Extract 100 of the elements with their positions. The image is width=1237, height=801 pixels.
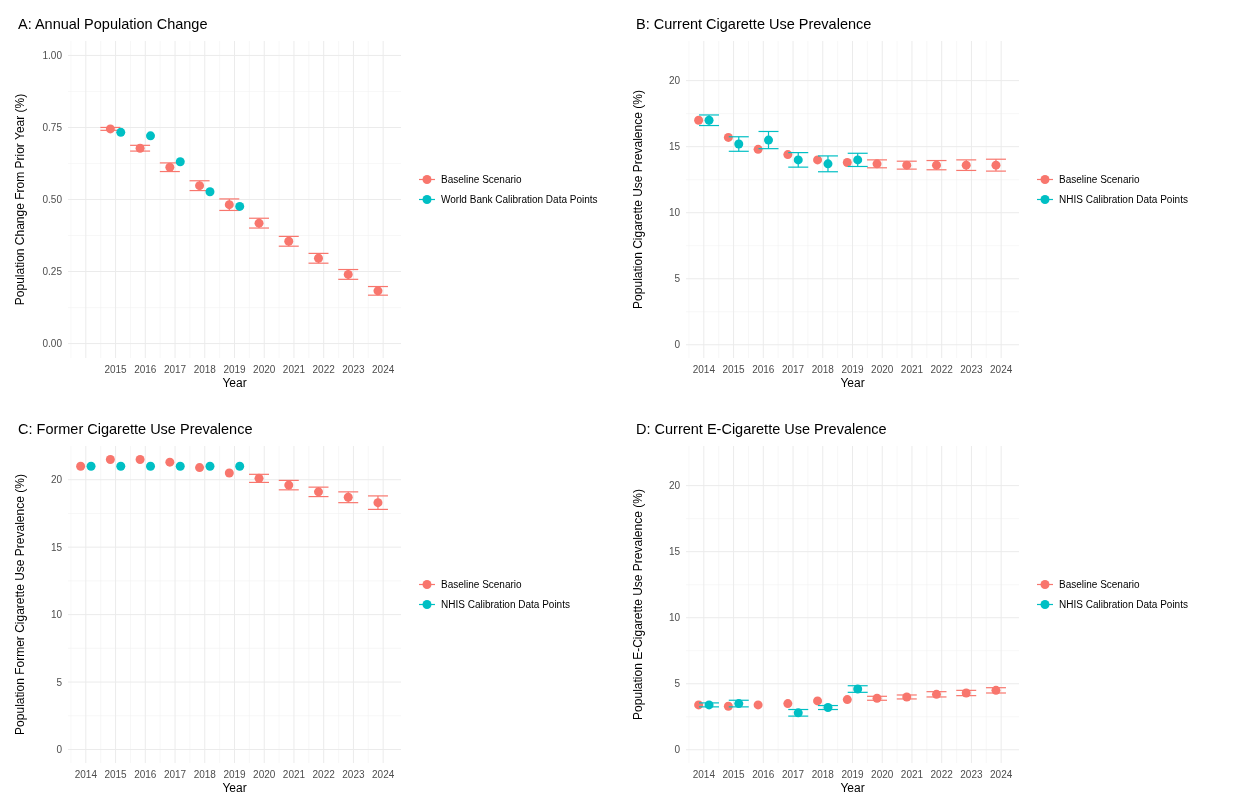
y-tick-label: 0.25	[42, 266, 63, 278]
point	[753, 700, 763, 710]
point	[224, 468, 234, 478]
y-tick-label: 5	[56, 676, 63, 688]
x-tick-label: 2020	[871, 364, 894, 375]
legend-label: Baseline Scenario	[441, 174, 523, 185]
y-tick-label: 1.00	[42, 49, 63, 61]
point	[842, 695, 852, 705]
x-tick-label: 2019	[223, 364, 247, 375]
point	[105, 454, 115, 464]
y-tick-label: 0.50	[42, 194, 63, 205]
x-tick-label: 2022	[312, 769, 336, 780]
x-tick-label: 2014	[74, 769, 98, 780]
y-tick-label: 15	[668, 141, 681, 153]
x-tick-label: 2023	[960, 364, 983, 375]
point	[284, 480, 294, 490]
x-tick-label: 2023	[342, 769, 365, 780]
point	[902, 160, 912, 170]
point	[76, 461, 86, 471]
point	[224, 200, 234, 210]
x-tick-label: 2015	[104, 364, 128, 375]
x-tick-label: 2017	[781, 769, 805, 780]
point	[931, 160, 941, 170]
x-tick-label: 2018	[193, 769, 217, 780]
x-tick-label: 2015	[104, 769, 128, 780]
x-axis-title: Year	[840, 781, 865, 795]
x-tick-label: 2015	[722, 769, 746, 780]
x-tick-label: 2023	[960, 769, 983, 780]
x-axis-title: Year	[840, 376, 865, 390]
point	[783, 699, 793, 709]
x-tick-label: 2017	[163, 769, 187, 780]
point	[991, 160, 1001, 170]
x-tick-label: 2024	[990, 364, 1013, 375]
y-tick-label: 0	[674, 339, 681, 351]
chart-title: A: Annual Population Change	[18, 16, 208, 32]
x-tick-label: 2019	[223, 769, 247, 780]
point	[373, 498, 383, 508]
point	[813, 696, 823, 706]
point	[931, 689, 941, 699]
x-tick-label: 2021	[900, 364, 924, 375]
point	[254, 473, 264, 483]
legend-label: World Bank Calibration Data Points	[441, 194, 598, 205]
point	[813, 155, 823, 165]
x-tick-label: 2017	[163, 364, 187, 375]
point	[961, 688, 971, 698]
point	[254, 218, 264, 228]
point	[165, 162, 175, 172]
y-tick-label: 20	[50, 474, 63, 486]
point	[723, 132, 733, 142]
legend-label: Baseline Scenario	[1059, 579, 1141, 590]
point	[343, 269, 353, 279]
point	[284, 236, 294, 246]
x-tick-label: 2020	[253, 769, 276, 780]
y-tick-label: 10	[668, 612, 681, 624]
point	[872, 693, 882, 703]
x-axis-title: Year	[222, 376, 247, 390]
x-tick-label: 2023	[342, 364, 365, 375]
x-tick-label: 2016	[134, 364, 157, 375]
point	[902, 692, 912, 702]
legend-label: Baseline Scenario	[1059, 174, 1141, 185]
legend-label: NHIS Calibration Data Points	[1059, 194, 1188, 205]
point	[343, 492, 353, 502]
chart-title: C: Former Cigarette Use Prevalence	[18, 421, 253, 437]
point	[753, 144, 763, 154]
chart-title: B: Current Cigarette Use Prevalence	[636, 16, 872, 32]
point	[135, 454, 145, 464]
legend-label: NHIS Calibration Data Points	[441, 599, 570, 610]
point	[135, 143, 145, 153]
y-tick-label: 0.75	[42, 121, 63, 133]
x-tick-label: 2024	[990, 769, 1013, 780]
y-tick-label: 0.00	[42, 338, 63, 350]
y-tick-label: 15	[50, 541, 63, 553]
y-tick-label: 20	[668, 480, 681, 492]
point	[842, 158, 852, 168]
x-tick-label: 2020	[871, 769, 894, 780]
point	[961, 160, 971, 170]
x-tick-label: 2016	[752, 769, 775, 780]
y-axis-title: Population Change From Prior Year (%)	[13, 93, 27, 306]
y-tick-label: 5	[674, 273, 681, 285]
x-tick-label: 2024	[372, 364, 395, 375]
y-axis-title: Population Former Cigarette Use Prevalence (%)	[13, 474, 27, 735]
x-tick-label: 2021	[282, 364, 306, 375]
point	[783, 150, 793, 160]
y-tick-label: 15	[668, 546, 681, 558]
x-tick-label: 2014	[692, 364, 716, 375]
point	[105, 124, 115, 134]
x-tick-label: 2021	[282, 769, 306, 780]
y-axis-title: Population Cigarette Use Prevalence (%)	[631, 90, 645, 309]
x-tick-label: 2016	[134, 769, 157, 780]
point	[313, 487, 323, 497]
chart-title: D: Current E-Cigarette Use Prevalence	[636, 421, 887, 437]
y-tick-label: 0	[674, 744, 681, 756]
y-tick-label: 10	[668, 207, 681, 219]
x-tick-label: 2019	[841, 769, 865, 780]
x-tick-label: 2018	[811, 769, 835, 780]
point	[195, 463, 205, 473]
x-tick-label: 2014	[692, 769, 716, 780]
y-tick-label: 20	[668, 75, 681, 87]
legend-label: Baseline Scenario	[441, 579, 523, 590]
x-tick-label: 2018	[811, 364, 835, 375]
